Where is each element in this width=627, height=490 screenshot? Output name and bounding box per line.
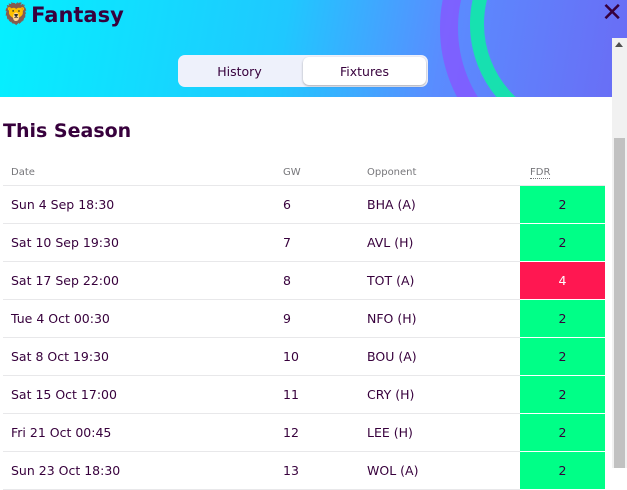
fdr-value: 2 bbox=[520, 413, 605, 452]
header-fdr[interactable]: FDR bbox=[520, 159, 605, 186]
scroll-up-icon[interactable] bbox=[615, 42, 623, 47]
fixture-gw: 8 bbox=[282, 261, 366, 300]
tab-switcher: History Fixtures bbox=[178, 55, 428, 87]
fixture-gw: 6 bbox=[282, 185, 366, 224]
scrollbar-thumb[interactable] bbox=[614, 138, 625, 468]
fixture-date: Sun 4 Sep 18:30 bbox=[3, 185, 282, 224]
table-row: Fri 21 Oct 00:45 12 LEE (H) 2 bbox=[3, 413, 605, 452]
fixture-date: Tue 4 Oct 00:30 bbox=[3, 299, 282, 338]
fixture-opponent: BOU (A) bbox=[366, 337, 520, 376]
fdr-value: 2 bbox=[520, 337, 605, 376]
fdr-value: 4 bbox=[520, 261, 605, 300]
fdr-value: 2 bbox=[520, 185, 605, 224]
fixture-opponent: BHA (A) bbox=[366, 185, 520, 224]
fixture-gw: 12 bbox=[282, 413, 366, 452]
table-row: Sat 8 Oct 19:30 10 BOU (A) 2 bbox=[3, 337, 605, 376]
header-opponent: Opponent bbox=[366, 159, 520, 186]
table-row: Sat 15 Oct 17:00 11 CRY (H) 2 bbox=[3, 375, 605, 414]
fixture-opponent: NFO (H) bbox=[366, 299, 520, 338]
close-button[interactable]: ✕ bbox=[601, 0, 623, 28]
header-gw: GW bbox=[282, 159, 366, 186]
fixture-date: Sat 8 Oct 19:30 bbox=[3, 337, 282, 376]
fdr-value: 2 bbox=[520, 375, 605, 414]
table-row: Tue 4 Oct 00:30 9 NFO (H) 2 bbox=[3, 299, 605, 338]
fixture-opponent: WOL (A) bbox=[366, 451, 520, 490]
fixture-gw: 11 bbox=[282, 375, 366, 414]
fdr-value: 2 bbox=[520, 451, 605, 490]
fixture-date: Fri 21 Oct 00:45 bbox=[3, 413, 282, 452]
fdr-value: 2 bbox=[520, 299, 605, 338]
header-banner: 🦁 Fantasy ✕ History Fixtures bbox=[0, 0, 627, 97]
table-row: Sun 23 Oct 18:30 13 WOL (A) 2 bbox=[3, 451, 605, 490]
fixture-opponent: AVL (H) bbox=[366, 223, 520, 262]
fdr-value: 2 bbox=[520, 223, 605, 262]
scrollbar[interactable] bbox=[612, 38, 627, 468]
table-row: Sat 17 Sep 22:00 8 TOT (A) 4 bbox=[3, 261, 605, 300]
fixture-gw: 13 bbox=[282, 451, 366, 490]
tab-fixtures[interactable]: Fixtures bbox=[303, 57, 426, 85]
table-row: Sun 4 Sep 18:30 6 BHA (A) 2 bbox=[3, 185, 605, 224]
header-date: Date bbox=[3, 159, 282, 186]
fixture-opponent: CRY (H) bbox=[366, 375, 520, 414]
lion-icon: 🦁 bbox=[3, 2, 30, 26]
fixture-gw: 7 bbox=[282, 223, 366, 262]
fixture-date: Sat 10 Sep 19:30 bbox=[3, 223, 282, 262]
fixture-opponent: LEE (H) bbox=[366, 413, 520, 452]
fixture-date: Sat 17 Sep 22:00 bbox=[3, 261, 282, 300]
fantasy-logo: 🦁 Fantasy bbox=[3, 2, 124, 27]
fixtures-table: Date GW Opponent FDR Sun 4 Sep 18:30 6 BHA… bbox=[3, 159, 605, 490]
tab-history[interactable]: History bbox=[217, 63, 262, 79]
table-row: Sat 10 Sep 19:30 7 AVL (H) 2 bbox=[3, 223, 605, 262]
fixture-gw: 10 bbox=[282, 337, 366, 376]
fixture-date: Sun 23 Oct 18:30 bbox=[3, 451, 282, 490]
fixture-gw: 9 bbox=[282, 299, 366, 338]
section-title: This Season bbox=[3, 120, 132, 142]
fixture-date: Sat 15 Oct 17:00 bbox=[3, 375, 282, 414]
fixture-opponent: TOT (A) bbox=[366, 261, 520, 300]
